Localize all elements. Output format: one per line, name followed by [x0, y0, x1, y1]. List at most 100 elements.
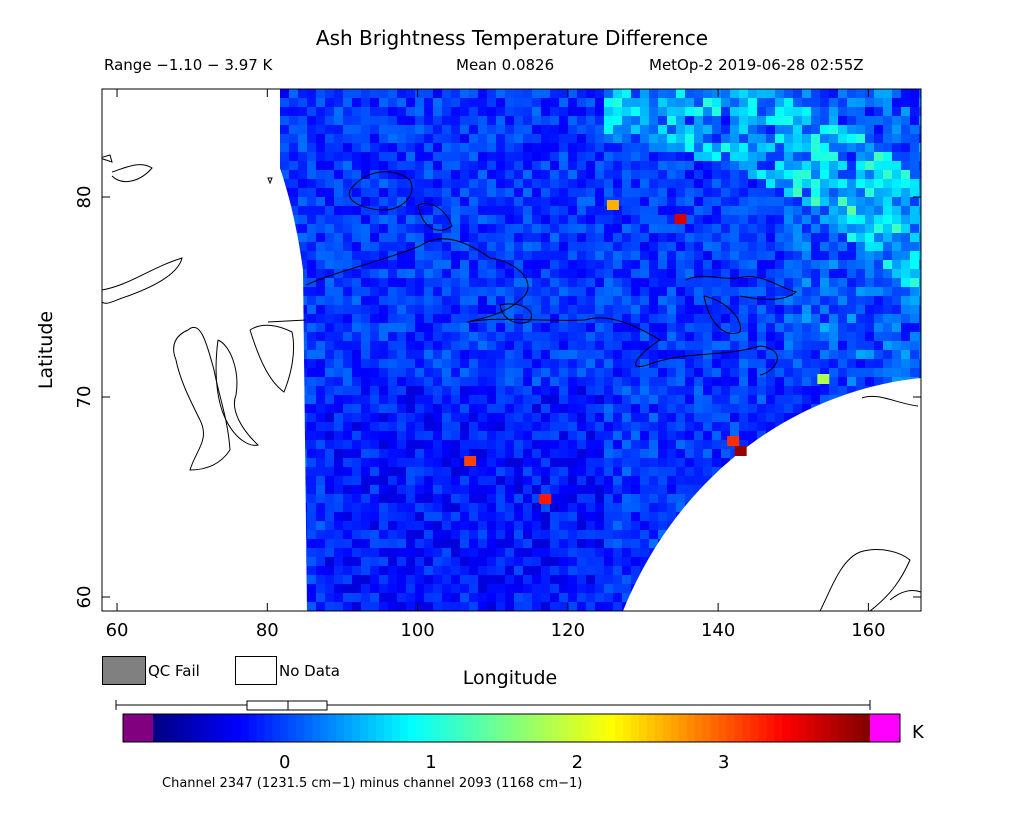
- heatmap-cell: [307, 305, 317, 315]
- heatmap-cell: [568, 161, 578, 171]
- heatmap-cell: [532, 404, 542, 414]
- heatmap-cell: [478, 206, 488, 216]
- heatmap-cell: [703, 422, 713, 432]
- coastlines: [102, 154, 921, 611]
- heatmap-cell: [352, 305, 362, 315]
- heatmap-cell: [415, 413, 425, 423]
- heatmap-cell: [505, 161, 515, 171]
- heatmap-cell: [388, 458, 398, 468]
- heatmap-cell: [613, 584, 623, 594]
- heatmap-cell: [649, 512, 659, 522]
- heatmap-cell: [370, 332, 380, 342]
- heatmap-cell: [577, 179, 587, 189]
- heatmap-cell: [829, 368, 839, 378]
- colorbar-segment: [559, 714, 568, 742]
- heatmap-cell: [415, 188, 425, 198]
- heatmap-cell: [820, 386, 830, 396]
- heatmap-cell: [334, 494, 344, 504]
- heatmap-cell: [523, 188, 533, 198]
- heatmap-cell: [838, 242, 848, 252]
- heatmap-cell: [541, 575, 551, 585]
- heatmap-cell: [640, 134, 650, 144]
- heatmap-cell: [694, 377, 704, 387]
- heatmap-cell: [847, 134, 857, 144]
- heatmap-cell: [766, 323, 776, 333]
- colorbar-units: K: [912, 722, 925, 743]
- heatmap-cell: [478, 548, 488, 558]
- heatmap-cell: [892, 260, 902, 270]
- heatmap-cell: [622, 314, 632, 324]
- heatmap-cell: [388, 350, 398, 360]
- heatmap-cell: [406, 152, 416, 162]
- heatmap-cell: [298, 179, 308, 189]
- heatmap-cell: [883, 215, 893, 225]
- heatmap-cell: [496, 233, 506, 243]
- heatmap-cell: [334, 269, 344, 279]
- heatmap-cell: [577, 260, 587, 270]
- heatmap-cell: [460, 188, 470, 198]
- heatmap-cell: [703, 341, 713, 351]
- heatmap-cell: [694, 188, 704, 198]
- heatmap-cell: [442, 179, 452, 189]
- heatmap-cell: [838, 377, 848, 387]
- heatmap-cell: [712, 368, 722, 378]
- heatmap-cell: [649, 278, 659, 288]
- heatmap-cell: [469, 89, 479, 99]
- heatmap-cell: [712, 224, 722, 234]
- heatmap-cell: [469, 143, 479, 153]
- heatmap-cell: [559, 521, 569, 531]
- heatmap-cell: [361, 179, 371, 189]
- heatmap-cell: [604, 458, 614, 468]
- heatmap-cell: [496, 557, 506, 567]
- heatmap-cell: [469, 503, 479, 513]
- heatmap-cell: [460, 323, 470, 333]
- heatmap-cell: [604, 152, 614, 162]
- heatmap-cell: [487, 494, 497, 504]
- heatmap-cell: [613, 215, 623, 225]
- heatmap-cell: [793, 350, 803, 360]
- heatmap-cell: [892, 197, 902, 207]
- heatmap-cell: [469, 287, 479, 297]
- heatmap-cell: [307, 143, 317, 153]
- heatmap-cell: [442, 539, 452, 549]
- heatmap-cell: [838, 350, 848, 360]
- heatmap-cell: [343, 548, 353, 558]
- heatmap-cell: [343, 512, 353, 522]
- heatmap-cell: [370, 413, 380, 423]
- heatmap-cell: [406, 566, 416, 576]
- heatmap-cell: [604, 188, 614, 198]
- heatmap-cell: [856, 359, 866, 369]
- heatmap-cell: [631, 125, 641, 135]
- heatmap-cell: [694, 215, 704, 225]
- heatmap-cell: [487, 323, 497, 333]
- heatmap-cell: [451, 269, 461, 279]
- heatmap-cell: [649, 161, 659, 171]
- colorbar-segment: [734, 714, 744, 742]
- heatmap-cell: [802, 116, 812, 126]
- heatmap-cell: [757, 251, 767, 261]
- heatmap-cell: [919, 368, 921, 378]
- heatmap-cell: [325, 386, 335, 396]
- heatmap-cell: [910, 98, 920, 108]
- heatmap-cell: [370, 449, 380, 459]
- heatmap-cell: [406, 359, 416, 369]
- heatmap-cell: [496, 548, 506, 558]
- heatmap-cell: [559, 224, 569, 234]
- heatmap-cell: [433, 431, 443, 441]
- heatmap-cell: [712, 323, 722, 333]
- heatmap-cell: [487, 359, 497, 369]
- heatmap-cell: [712, 251, 722, 261]
- heatmap-cell: [559, 440, 569, 450]
- heatmap-cell: [721, 143, 731, 153]
- heatmap-cell: [811, 359, 821, 369]
- heatmap-cell: [433, 341, 443, 351]
- heatmap-cell: [568, 521, 578, 531]
- heatmap-cell: [703, 161, 713, 171]
- heatmap-cell: [631, 179, 641, 189]
- heatmap-cell: [469, 305, 479, 315]
- heatmap-cell: [379, 404, 389, 414]
- heatmap-cell: [379, 242, 389, 252]
- heatmap-cell: [478, 485, 488, 495]
- heatmap-cell: [487, 152, 497, 162]
